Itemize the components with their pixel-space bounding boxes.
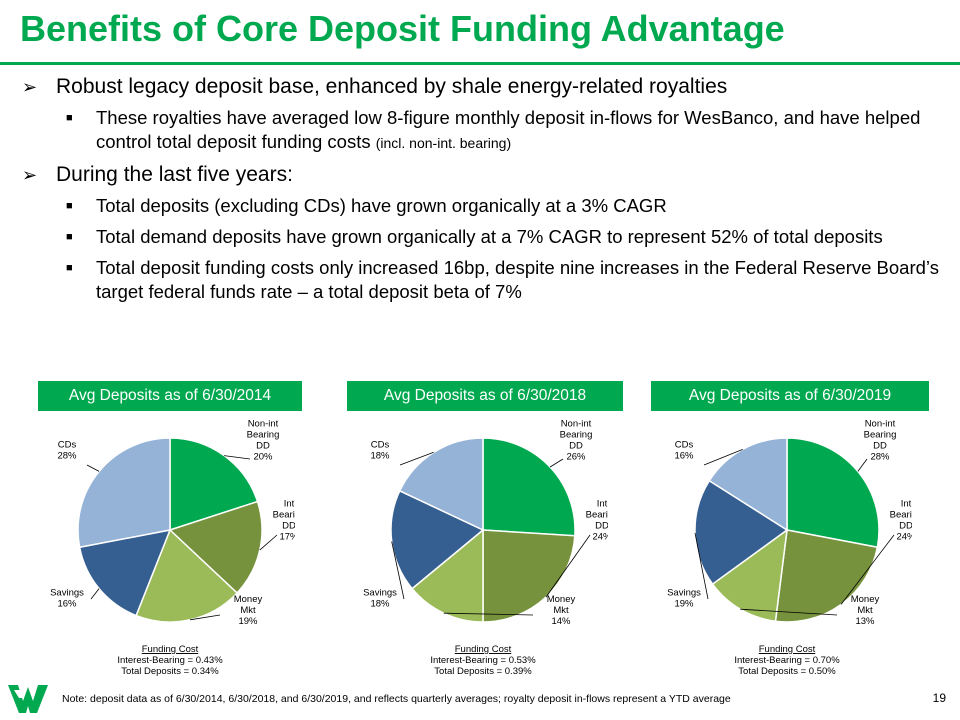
slice-label-non-int: Non-int Bearing DD 28% bbox=[864, 419, 897, 463]
slice-label-cds: CDs 16% bbox=[674, 440, 694, 462]
slice-label-money: Money Mkt 19% bbox=[234, 594, 263, 627]
leader-line bbox=[90, 588, 100, 600]
leader-line bbox=[399, 451, 434, 466]
page-title: Benefits of Core Deposit Funding Advanta… bbox=[20, 8, 785, 49]
funding-cost-title: Funding Cost bbox=[142, 644, 199, 655]
bullet-level1: ➢ During the last five years: bbox=[22, 162, 952, 188]
leader-line bbox=[549, 458, 564, 468]
chart-header-2018: Avg Deposits as of 6/30/2018 bbox=[347, 381, 623, 411]
leader-line bbox=[391, 541, 405, 600]
arrow-bullet-icon: ➢ bbox=[22, 165, 38, 185]
leader-line bbox=[857, 458, 868, 472]
leader-line bbox=[545, 534, 591, 598]
funding-cost-title: Funding Cost bbox=[455, 644, 512, 655]
slice-label-savings: Savings 18% bbox=[363, 588, 397, 610]
slice-label-savings: Savings 19% bbox=[667, 588, 701, 610]
bullet-text: Total deposits (excluding CDs) have grow… bbox=[96, 195, 667, 216]
bullet-text: Total demand deposits have grown organic… bbox=[96, 226, 883, 247]
slice-label-cds: CDs 28% bbox=[57, 440, 77, 462]
arrow-bullet-icon: ➢ bbox=[22, 77, 38, 97]
leader-line bbox=[694, 532, 709, 600]
slice-label-int: IntBearingDD24% bbox=[586, 499, 608, 543]
funding-cost-total: Total Deposits = 0.50% bbox=[738, 666, 836, 677]
pie-slice-non-int bbox=[169, 437, 259, 532]
bullet-level2: ■ Total deposit funding costs only increa… bbox=[22, 256, 952, 304]
slice-label-non-int: Non-int Bearing DD 20% bbox=[247, 419, 280, 463]
leader-line bbox=[224, 455, 251, 460]
chart-header-2014: Avg Deposits as of 6/30/2014 bbox=[38, 381, 302, 411]
square-bullet-icon: ■ bbox=[66, 262, 73, 274]
slice-label-non-int: Non-int Bearing DD 26% bbox=[560, 419, 593, 463]
pie-slice-int bbox=[168, 500, 263, 595]
slice-label-cds: CDs 18% bbox=[370, 440, 390, 462]
slice-label-money: Money Mkt 13% bbox=[851, 594, 880, 627]
page-number: 19 bbox=[932, 691, 946, 705]
pie-slice-cds bbox=[77, 437, 171, 549]
bullet-note: (incl. non-int. bearing) bbox=[375, 135, 512, 151]
bullet-text: Robust legacy deposit base, enhanced by … bbox=[56, 75, 728, 98]
leader-line bbox=[190, 614, 221, 621]
bullet-level2: ■ These royalties have averaged low 8-fig… bbox=[22, 106, 952, 155]
funding-cost-ib: Interest-Bearing = 0.53% bbox=[430, 655, 536, 666]
leader-line bbox=[840, 534, 895, 605]
pie-slice-int bbox=[774, 529, 879, 623]
pie-slice-savings bbox=[694, 479, 789, 586]
leader-line bbox=[86, 464, 100, 472]
slice-label-savings: Savings 16% bbox=[50, 588, 84, 610]
bullet-text: Total deposit funding costs only increas… bbox=[96, 257, 939, 302]
slice-label-int: IntBearingDD24% bbox=[890, 499, 912, 543]
funding-cost-title: Funding Cost bbox=[759, 644, 816, 655]
funding-cost-total: Total Deposits = 0.39% bbox=[434, 666, 532, 677]
bullet-level1: ➢ Robust legacy deposit base, enhanced by… bbox=[22, 74, 952, 100]
leader-line bbox=[740, 608, 838, 616]
leader-line bbox=[443, 612, 534, 616]
pie-slice-non-int bbox=[786, 437, 880, 549]
funding-cost-ib: Interest-Bearing = 0.43% bbox=[117, 655, 223, 666]
leader-line bbox=[703, 449, 743, 466]
funding-cost-total: Total Deposits = 0.34% bbox=[121, 666, 219, 677]
pie-slice-non-int bbox=[482, 437, 576, 537]
bullet-text: These royalties have averaged low 8-figu… bbox=[96, 107, 921, 152]
bullet-text: During the last five years: bbox=[56, 163, 293, 186]
slice-label-int: IntBearingDD17% bbox=[273, 499, 295, 543]
leader-line bbox=[259, 534, 278, 551]
footnote: Note: deposit data as of 6/30/2014, 6/30… bbox=[62, 693, 731, 705]
title-divider bbox=[0, 62, 960, 65]
square-bullet-icon: ■ bbox=[66, 112, 73, 124]
bullet-level2: ■ Total demand deposits have grown organi… bbox=[22, 225, 952, 249]
bullet-level2: ■ Total deposits (excluding CDs) have gro… bbox=[22, 194, 952, 218]
wesbanco-logo bbox=[8, 685, 48, 713]
square-bullet-icon: ■ bbox=[66, 200, 73, 212]
pie-slice-money bbox=[711, 528, 788, 623]
chart-header-2019: Avg Deposits as of 6/30/2019 bbox=[651, 381, 929, 411]
square-bullet-icon: ■ bbox=[66, 231, 73, 243]
slice-label-money: Money Mkt 14% bbox=[547, 594, 576, 627]
bullet-list: ➢ Robust legacy deposit base, enhanced by… bbox=[22, 74, 952, 311]
funding-cost-ib: Interest-Bearing = 0.70% bbox=[734, 655, 840, 666]
